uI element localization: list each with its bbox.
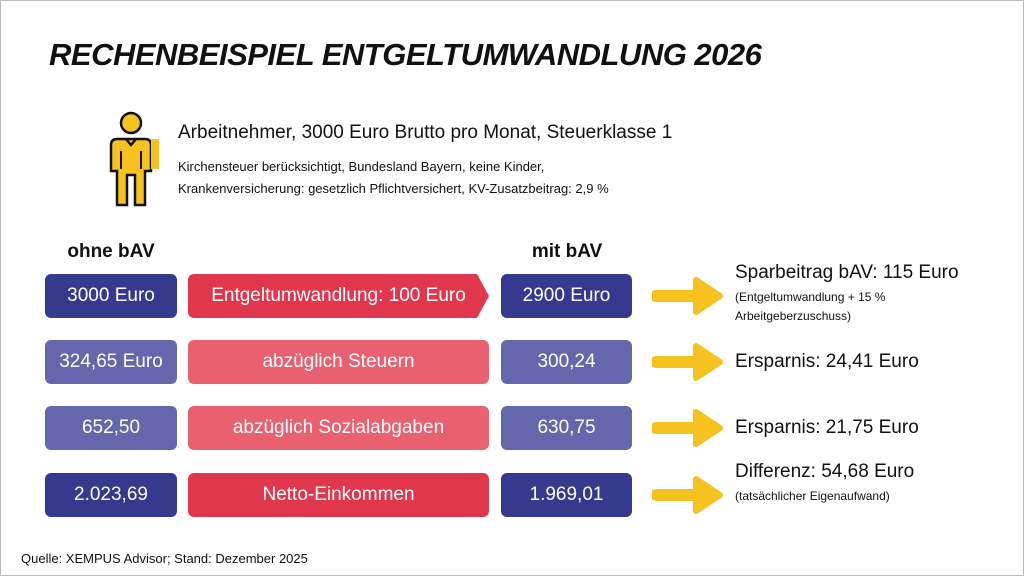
arrow [652,476,723,514]
person-detail: Krankenversicherung: gesetzlich Pflichtv… [178,181,609,196]
result: Ersparnis: 24,41 Euro [735,351,919,372]
person-detail: Kirchensteuer berücksichtigt, Bundesland… [178,159,545,174]
action: abzüglich Steuern [188,340,489,384]
result-note: (tatsächlicher Eigenaufwand) [735,489,890,503]
value-with: 630,75 [501,406,632,450]
result-note: (Entgeltumwandlung + 15 % [735,290,886,304]
value-with: 1.969,01 [501,473,632,517]
person-heading: Arbeitnehmer, 3000 Euro Brutto pro Monat… [178,122,673,143]
value-with: 2900 Euro [501,274,632,318]
value-with: 300,24 [501,340,632,384]
value-without: 324,65 Euro [45,340,177,384]
column-header: ohne bAV [67,241,155,262]
result: Differenz: 54,68 Euro [735,461,915,482]
title: RECHENBEISPIEL ENTGELTUMWANDLUNG 2026 [49,37,762,72]
footer: Quelle: XEMPUS Advisor; Stand: Dezember … [21,551,308,566]
value-without: 2.023,69 [45,473,177,517]
arrow [652,409,723,447]
value-without: 652,50 [45,406,177,450]
result: Ersparnis: 21,75 Euro [735,417,919,438]
action: abzüglich Sozialabgaben [188,406,489,450]
result-note: Arbeitgeberzuschuss) [735,309,852,323]
person-icon [109,111,159,207]
column-header: mit bAV [531,241,603,262]
action: Entgeltumwandlung: 100 Euro [188,274,489,318]
value-without: 3000 Euro [45,274,177,318]
action: Netto-Einkommen [188,473,489,517]
result: Sparbeitrag bAV: 115 Euro [735,262,959,283]
arrow [652,277,723,315]
arrow [652,343,723,381]
